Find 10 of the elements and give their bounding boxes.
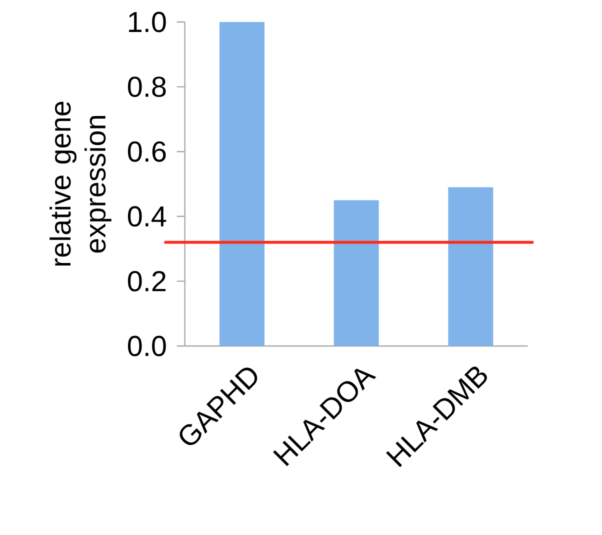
y-tick-label: 1.0 (129, 12, 166, 32)
y-tick-label: 0.4 (128, 206, 166, 227)
y-tick-label: 0.8 (128, 76, 166, 98)
bar (220, 22, 264, 346)
y-tick-label: 0.2 (128, 270, 166, 292)
y-tick-label: 0.0 (128, 336, 166, 356)
bar (448, 187, 494, 346)
bar (334, 200, 379, 346)
y-tick-label: 0.6 (128, 141, 166, 162)
y-axis-title: relative gene expression (50, 102, 112, 266)
